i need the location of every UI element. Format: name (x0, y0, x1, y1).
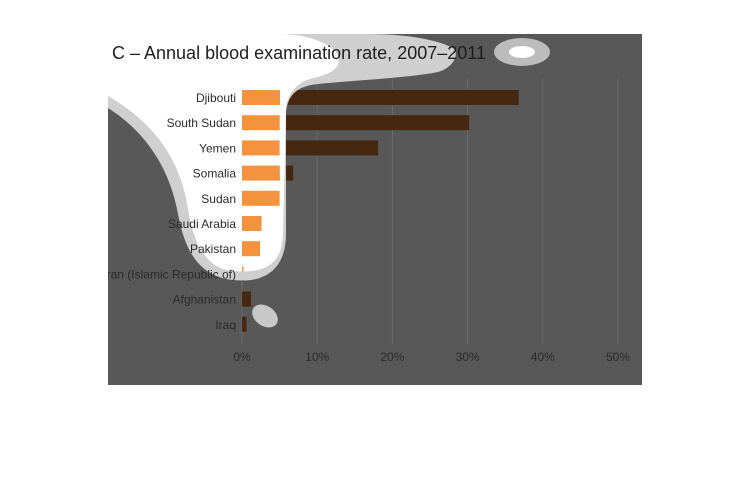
category-label: South Sudan (167, 116, 236, 130)
glare-spot-top-core (509, 46, 535, 58)
glare-overlay (108, 34, 550, 328)
x-tick-label: 20% (380, 350, 404, 364)
category-label: Sudan (201, 192, 236, 206)
bar (242, 291, 252, 307)
bar (242, 316, 247, 332)
bar-highlight (242, 165, 284, 181)
category-label: Pakistan (190, 242, 236, 256)
bar (242, 115, 470, 131)
bar-highlight (242, 216, 262, 231)
bars-in-glare (242, 90, 284, 272)
bar-highlight (242, 241, 261, 257)
glare-core (108, 34, 339, 272)
x-tick-label: 10% (305, 350, 329, 364)
bar-highlight (242, 266, 244, 272)
chart-title: C – Annual blood examination rate, 2007–… (112, 43, 486, 63)
category-label: Afghanistan (173, 293, 236, 307)
category-label: Saudi Arabia (168, 217, 236, 231)
bar (242, 90, 519, 105)
bar-highlight (242, 190, 280, 206)
category-label: Iran (Islamic Republic of) (108, 267, 236, 281)
glare-spot-bottom (252, 304, 278, 328)
category-label: Somalia (193, 167, 237, 181)
x-tick-label: 30% (456, 350, 480, 364)
category-labels: Djibouti South Sudan Yemen Somalia Sudan Saud… (108, 91, 236, 332)
category-label: Djibouti (196, 91, 236, 105)
x-axis-ticks: 0% 10% 20% 30% 40% 50% (233, 350, 630, 364)
chart-panel: Djibouti South Sudan Yemen Somalia Sudan Saud… (108, 34, 642, 385)
x-tick-label: 50% (606, 350, 630, 364)
bar-highlight (242, 90, 284, 105)
bar-highlight (242, 115, 284, 131)
x-tick-label: 40% (531, 350, 555, 364)
category-label: Iraq (215, 318, 236, 332)
bar-highlight (242, 140, 284, 156)
bar-chart: Djibouti South Sudan Yemen Somalia Sudan Saud… (108, 34, 630, 364)
x-tick-label: 0% (233, 350, 251, 364)
category-label: Yemen (199, 141, 236, 155)
